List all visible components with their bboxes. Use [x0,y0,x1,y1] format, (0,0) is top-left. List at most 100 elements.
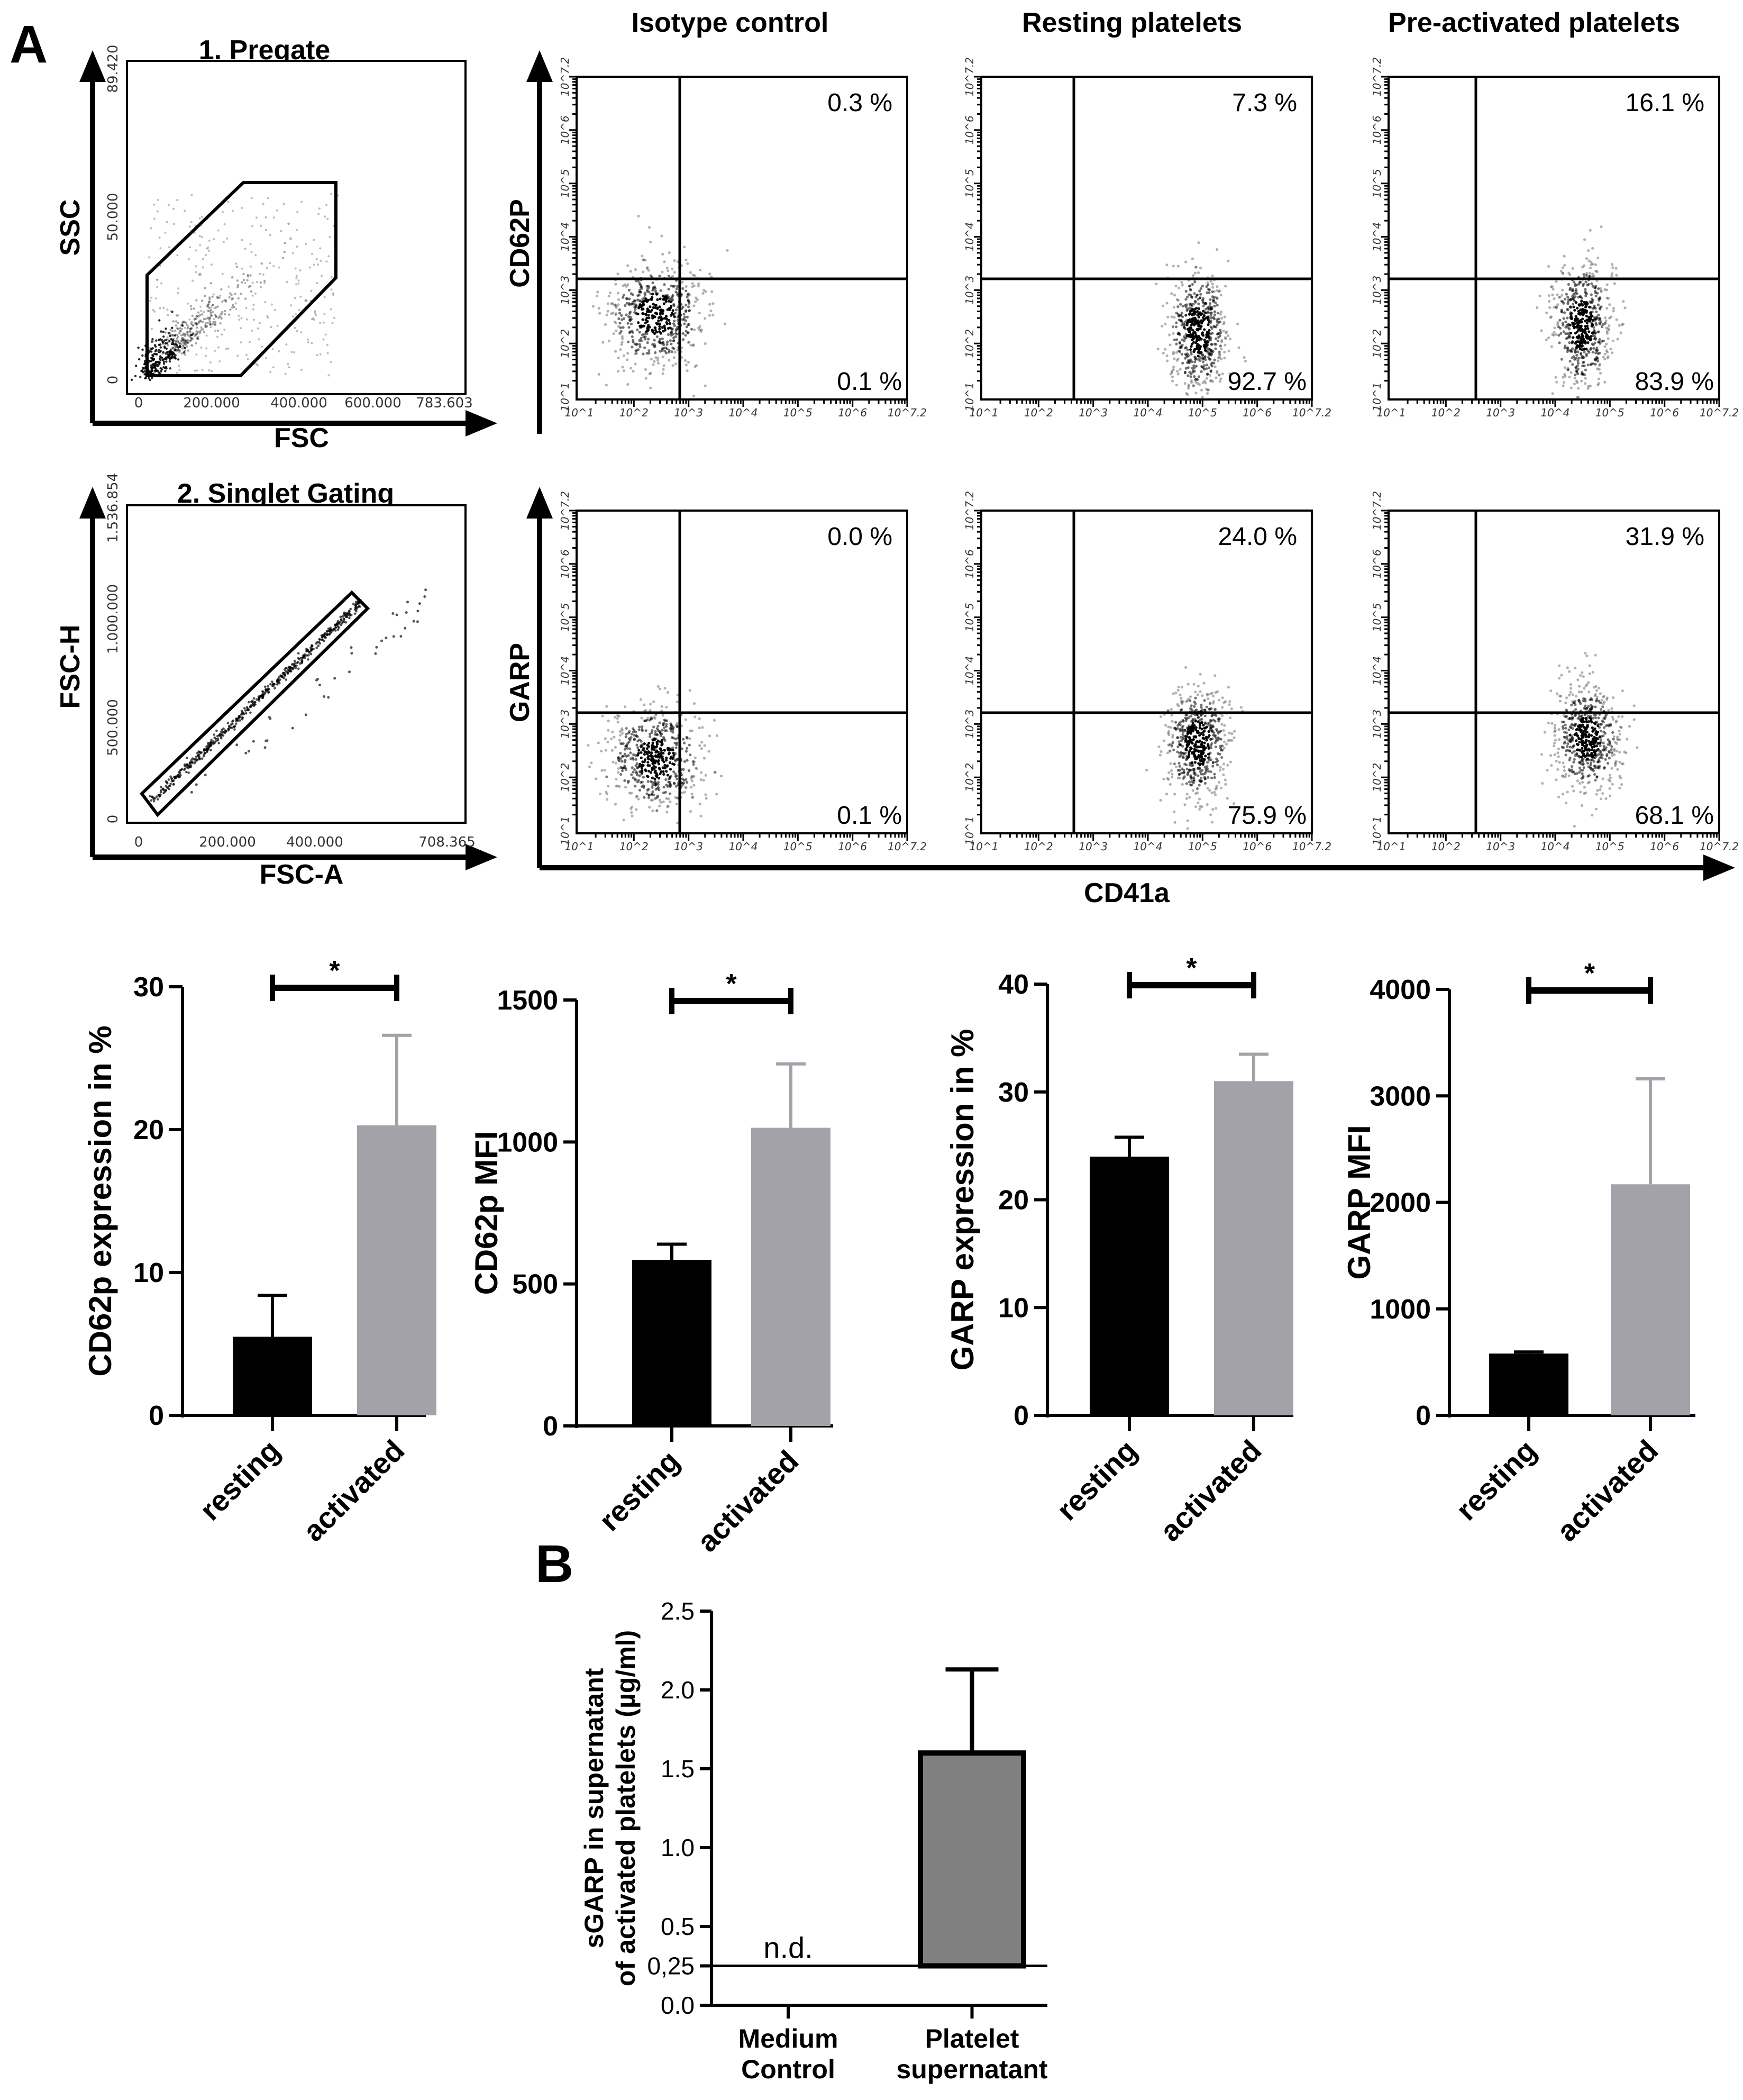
flow-event [1207,697,1210,701]
pregate-event [137,347,140,349]
flow-event [1588,271,1591,275]
flow-event [1598,340,1601,343]
pregate-event [324,333,327,336]
flow-row2-y-arrow-icon [526,487,553,519]
flow-event [697,285,700,288]
flow-event [698,311,701,315]
flow-event [699,814,702,817]
flow-event [1183,382,1187,385]
flow-event [697,326,700,330]
flow-event [1184,716,1187,720]
flow-event [1564,320,1567,324]
flow-event [1545,338,1548,341]
pregate-event [150,296,153,299]
pregate-event [177,328,180,330]
pregate-event [225,348,227,350]
log-tick-y: 10^2 [1371,329,1383,358]
flow-event [1233,730,1236,733]
flow-event [590,761,593,765]
flow-event [620,727,624,730]
flow-event [647,298,650,302]
pregate-event [259,272,261,275]
flow-event [1191,370,1194,374]
flow-event [665,351,668,354]
pregate-event [189,334,192,337]
singlet-event [424,588,427,592]
flow-event [1222,747,1226,750]
flow-event [670,736,673,739]
flow-event [635,743,638,747]
pregate-event [305,242,307,245]
singlet-event [225,730,227,733]
flow-event [671,762,674,766]
flow-event [1197,358,1200,361]
flow-panels: 0.3 %0.1 %10^110^110^210^210^310^310^410… [559,57,1739,853]
pregate-event [214,313,216,316]
flow-event [1562,330,1565,333]
flow-event [1605,351,1609,354]
flow-event [1178,769,1181,772]
flow-event [669,800,672,803]
flow-event [1171,776,1174,779]
flow-event [1575,340,1578,343]
flow-event [1214,708,1217,711]
flow-event [671,294,674,297]
flow-event [702,757,706,760]
flow-event [1179,368,1182,371]
flow-event [632,727,635,730]
pregate-event [227,201,230,204]
flow-event [1577,296,1580,299]
flow-event [1577,361,1580,365]
pregate-event [214,330,217,332]
flow-event [618,332,621,335]
pregate-event [150,364,152,367]
pregate-event [270,326,272,329]
flow-event [1215,714,1218,717]
flow-event [1202,723,1205,727]
gating-xtick: 783.603 [416,395,473,411]
pregate-event [186,323,188,326]
flow-event [658,305,661,308]
flow-event [637,214,640,217]
flow-event [1202,314,1206,317]
pregate-event [265,357,268,359]
pregate-event [281,257,285,259]
singlet-event [264,688,268,691]
pregate-event [249,341,251,343]
pregate-event [200,299,204,302]
flow-event [1173,357,1176,360]
singlet-event [203,748,206,751]
flow-event [1228,338,1232,341]
flow-event [1594,269,1598,272]
flow-event [662,791,665,795]
flow-event [1200,755,1203,758]
flow-event [1213,358,1216,361]
flow-event [1164,348,1167,351]
pregate-event [214,321,217,323]
flow-event [1189,730,1192,734]
flow-event [1173,338,1176,341]
flow-event [645,352,649,355]
flow-event [683,246,686,249]
flow-event [682,768,685,771]
pregate-event [162,351,165,354]
singlet-event [343,618,345,621]
flow-event [604,737,607,740]
pregate-event [217,316,220,319]
flow-event [1555,306,1558,310]
flow-event [613,715,617,719]
pregate-event [188,318,191,321]
flow-event [649,735,652,738]
flow-event [1162,777,1165,780]
flow-event [689,343,692,347]
flow-event [665,723,668,726]
log-tick-y: 10^4 [1371,222,1383,251]
flow-event [1216,304,1219,307]
singlet-event [303,653,306,656]
flow-event [662,738,665,741]
flow-event [1569,305,1572,308]
flow-event [669,768,672,771]
pregate-event [158,363,161,366]
pregate-event [196,369,198,372]
flow-event [1605,283,1609,286]
